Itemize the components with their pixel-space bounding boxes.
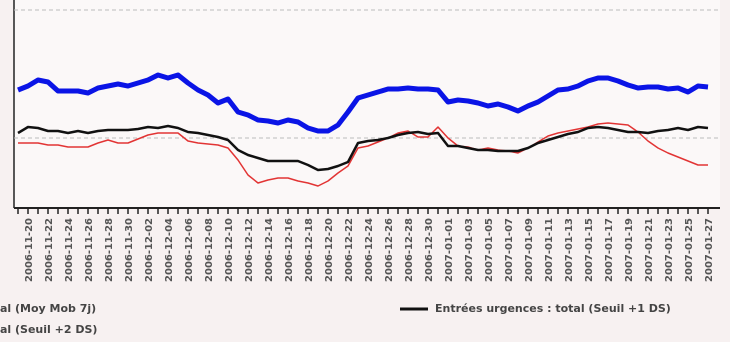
legend-label: Entrées urgences : total (Seuil +1 DS) (435, 302, 671, 315)
x-tick-label: 2006-11-30 (124, 218, 135, 282)
x-tick-label: 2006-12-12 (244, 218, 255, 282)
x-tick-label: 2006-12-18 (304, 218, 315, 282)
x-tick-label: 2007-01-25 (684, 218, 695, 282)
plot-area (14, 0, 720, 208)
x-tick-label: 2006-12-24 (364, 218, 375, 282)
x-tick-label: 2006-11-26 (84, 218, 95, 282)
x-tick-label: 2007-01-17 (604, 218, 615, 282)
x-tick-label: 2006-11-28 (104, 218, 115, 282)
x-tick-label: 2006-12-14 (264, 218, 275, 282)
legend-label: al (Seuil +2 DS) (0, 323, 97, 336)
x-tick-label: 2006-11-24 (64, 218, 75, 282)
x-tick-label: 2007-01-23 (664, 218, 675, 282)
x-tick-label: 2006-12-16 (284, 218, 295, 282)
x-tick-label: 2006-12-08 (204, 218, 215, 282)
series-line (18, 122, 708, 187)
series-line (17, 72, 709, 134)
x-tick-label: 2007-01-27 (704, 218, 715, 282)
x-tick-label: 2007-01-15 (584, 218, 595, 282)
x-tick-label: 2007-01-11 (544, 218, 555, 282)
x-tick-label: 2006-12-28 (404, 218, 415, 282)
x-tick-label: 2006-12-04 (164, 218, 175, 282)
x-tick-label: 2007-01-21 (644, 218, 655, 282)
x-tick-label: 2006-12-10 (224, 218, 235, 282)
x-tick-label: 2007-01-07 (504, 218, 515, 282)
x-tick-label: 2006-12-20 (324, 218, 335, 282)
x-tick-label: 2006-12-06 (184, 218, 195, 282)
x-tick-label: 2006-11-22 (44, 218, 55, 282)
x-tick-label: 2006-12-02 (144, 218, 155, 282)
legend-label: al (Moy Mob 7j) (0, 302, 96, 315)
x-tick-label: 2006-11-20 (24, 218, 35, 282)
x-tick-label: 2006-12-30 (424, 218, 435, 282)
x-tick-label: 2007-01-19 (624, 218, 635, 282)
x-tick-label: 2007-01-13 (564, 218, 575, 282)
x-tick-label: 2007-01-01 (444, 218, 455, 282)
x-tick-label: 2006-12-22 (344, 218, 355, 282)
x-tick-label: 2007-01-03 (464, 218, 475, 282)
x-tick-label: 2006-12-26 (384, 218, 395, 282)
series-line (17, 124, 709, 172)
x-tick-label: 2007-01-05 (484, 218, 495, 282)
x-tick-label: 2007-01-09 (524, 218, 535, 282)
